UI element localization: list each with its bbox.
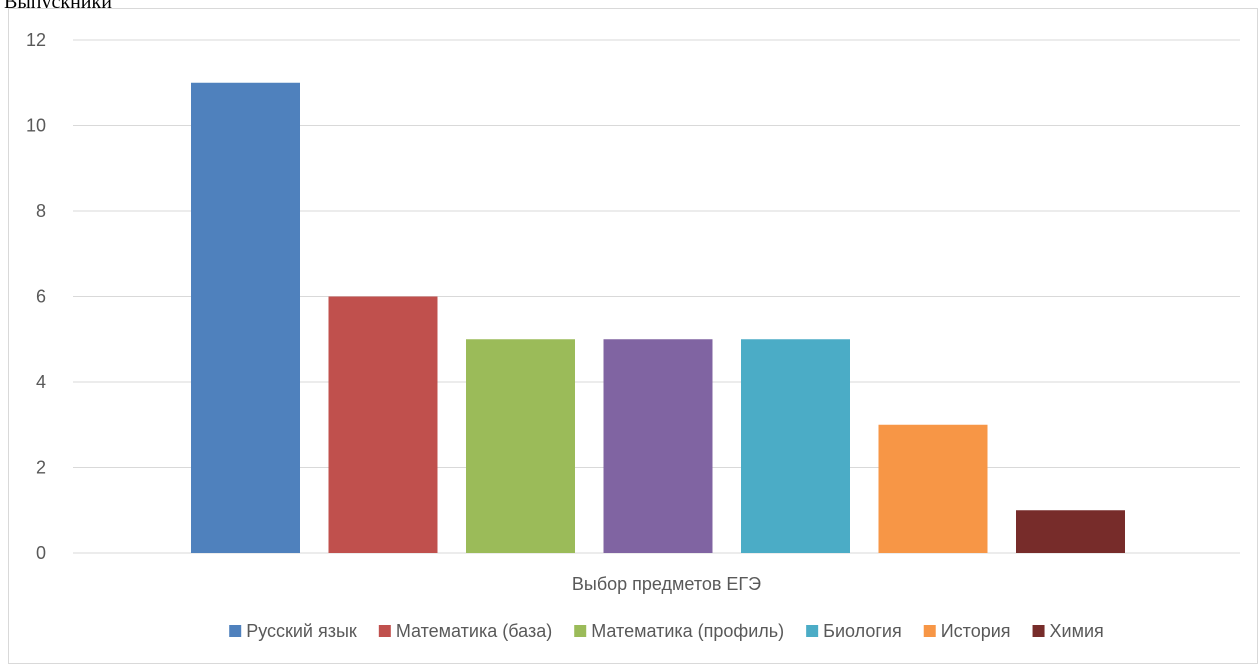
bar (603, 339, 713, 553)
bar (328, 296, 438, 553)
legend-swatch (1032, 625, 1045, 637)
legend-label: Биология (823, 621, 902, 641)
legend: Русский язык Математика (база) Математика … (229, 621, 1104, 641)
legend-swatch (923, 625, 936, 637)
bars (191, 82, 1125, 553)
legend-item: Биология (806, 621, 902, 641)
legend-label: Математика (профиль) (591, 621, 784, 641)
y-tick-label: 8 (36, 201, 46, 221)
legend-item: Русский язык (229, 621, 357, 641)
y-axis-ticks: 0 2 4 6 8 10 12 (26, 30, 46, 563)
legend-swatch (378, 625, 391, 637)
legend-item: История (923, 621, 1011, 641)
legend-swatch (806, 625, 819, 637)
y-tick-label: 2 (36, 458, 46, 478)
legend-item: Математика (база) (378, 621, 552, 641)
bar (191, 82, 300, 553)
legend-label: Химия (1050, 621, 1104, 641)
y-tick-label: 0 (36, 543, 46, 563)
bar (878, 424, 988, 553)
legend-label: Русский язык (246, 621, 357, 641)
y-tick-label: 6 (36, 287, 46, 307)
legend-swatch (229, 625, 242, 637)
bar (466, 339, 575, 553)
y-tick-label: 4 (36, 372, 46, 392)
y-tick-label: 10 (26, 116, 46, 136)
legend-item: Химия (1032, 621, 1104, 641)
legend-item: Математика (профиль) (574, 621, 784, 641)
legend-label: История (941, 621, 1011, 641)
bar (1016, 510, 1125, 553)
legend-swatch (574, 625, 587, 637)
x-axis-title: Выбор предметов ЕГЭ (572, 574, 761, 594)
bar (741, 339, 850, 553)
legend-label: Математика (база) (396, 621, 552, 641)
y-tick-label: 12 (26, 30, 46, 50)
